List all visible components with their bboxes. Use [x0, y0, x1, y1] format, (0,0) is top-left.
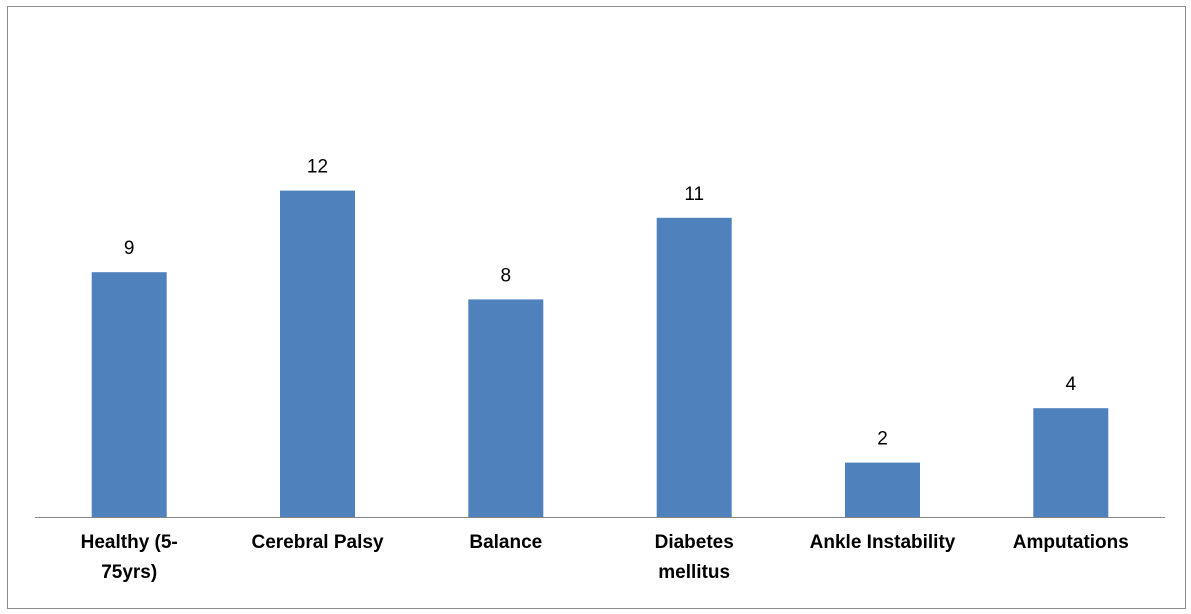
- data-label-0: 9: [124, 238, 135, 259]
- category-label-line: Cerebral Palsy: [251, 532, 383, 553]
- category-label-3: Diabetes mellitus: [655, 532, 734, 583]
- category-labels-layer: Healthy (5- 75yrs) Cerebral Palsy Balance Di…: [81, 532, 1129, 583]
- value-labels-layer: 9 12 8 11 2 4: [124, 157, 1077, 450]
- category-label-line: 75yrs): [101, 562, 157, 583]
- category-label-5: Amputations: [1013, 532, 1129, 553]
- category-label-line: Amputations: [1013, 532, 1129, 553]
- category-label-1: Cerebral Palsy: [251, 532, 383, 553]
- category-label-4: Ankle Instability: [810, 532, 956, 553]
- category-label-line: Diabetes: [655, 532, 734, 553]
- category-label-line: Balance: [469, 532, 542, 553]
- bar-2: [468, 299, 544, 517]
- bars-layer: [91, 190, 1109, 518]
- bar-1: [280, 190, 355, 517]
- chart-frame: [7, 6, 1186, 609]
- bar-0: [91, 272, 167, 517]
- category-label-2: Balance: [469, 532, 542, 553]
- data-label-3: 11: [684, 184, 704, 205]
- bar-5: [1033, 408, 1109, 517]
- data-label-1: 12: [307, 157, 328, 178]
- data-label-4: 2: [877, 429, 888, 450]
- category-label-line: Healthy (5-: [81, 532, 178, 553]
- bar-3: [656, 217, 732, 518]
- category-label-line: mellitus: [658, 562, 730, 583]
- data-label-5: 4: [1066, 374, 1077, 395]
- category-label-0: Healthy (5- 75yrs): [81, 532, 178, 583]
- category-label-line: Ankle Instability: [810, 532, 956, 553]
- bar-4: [845, 462, 920, 517]
- data-label-2: 8: [501, 265, 512, 286]
